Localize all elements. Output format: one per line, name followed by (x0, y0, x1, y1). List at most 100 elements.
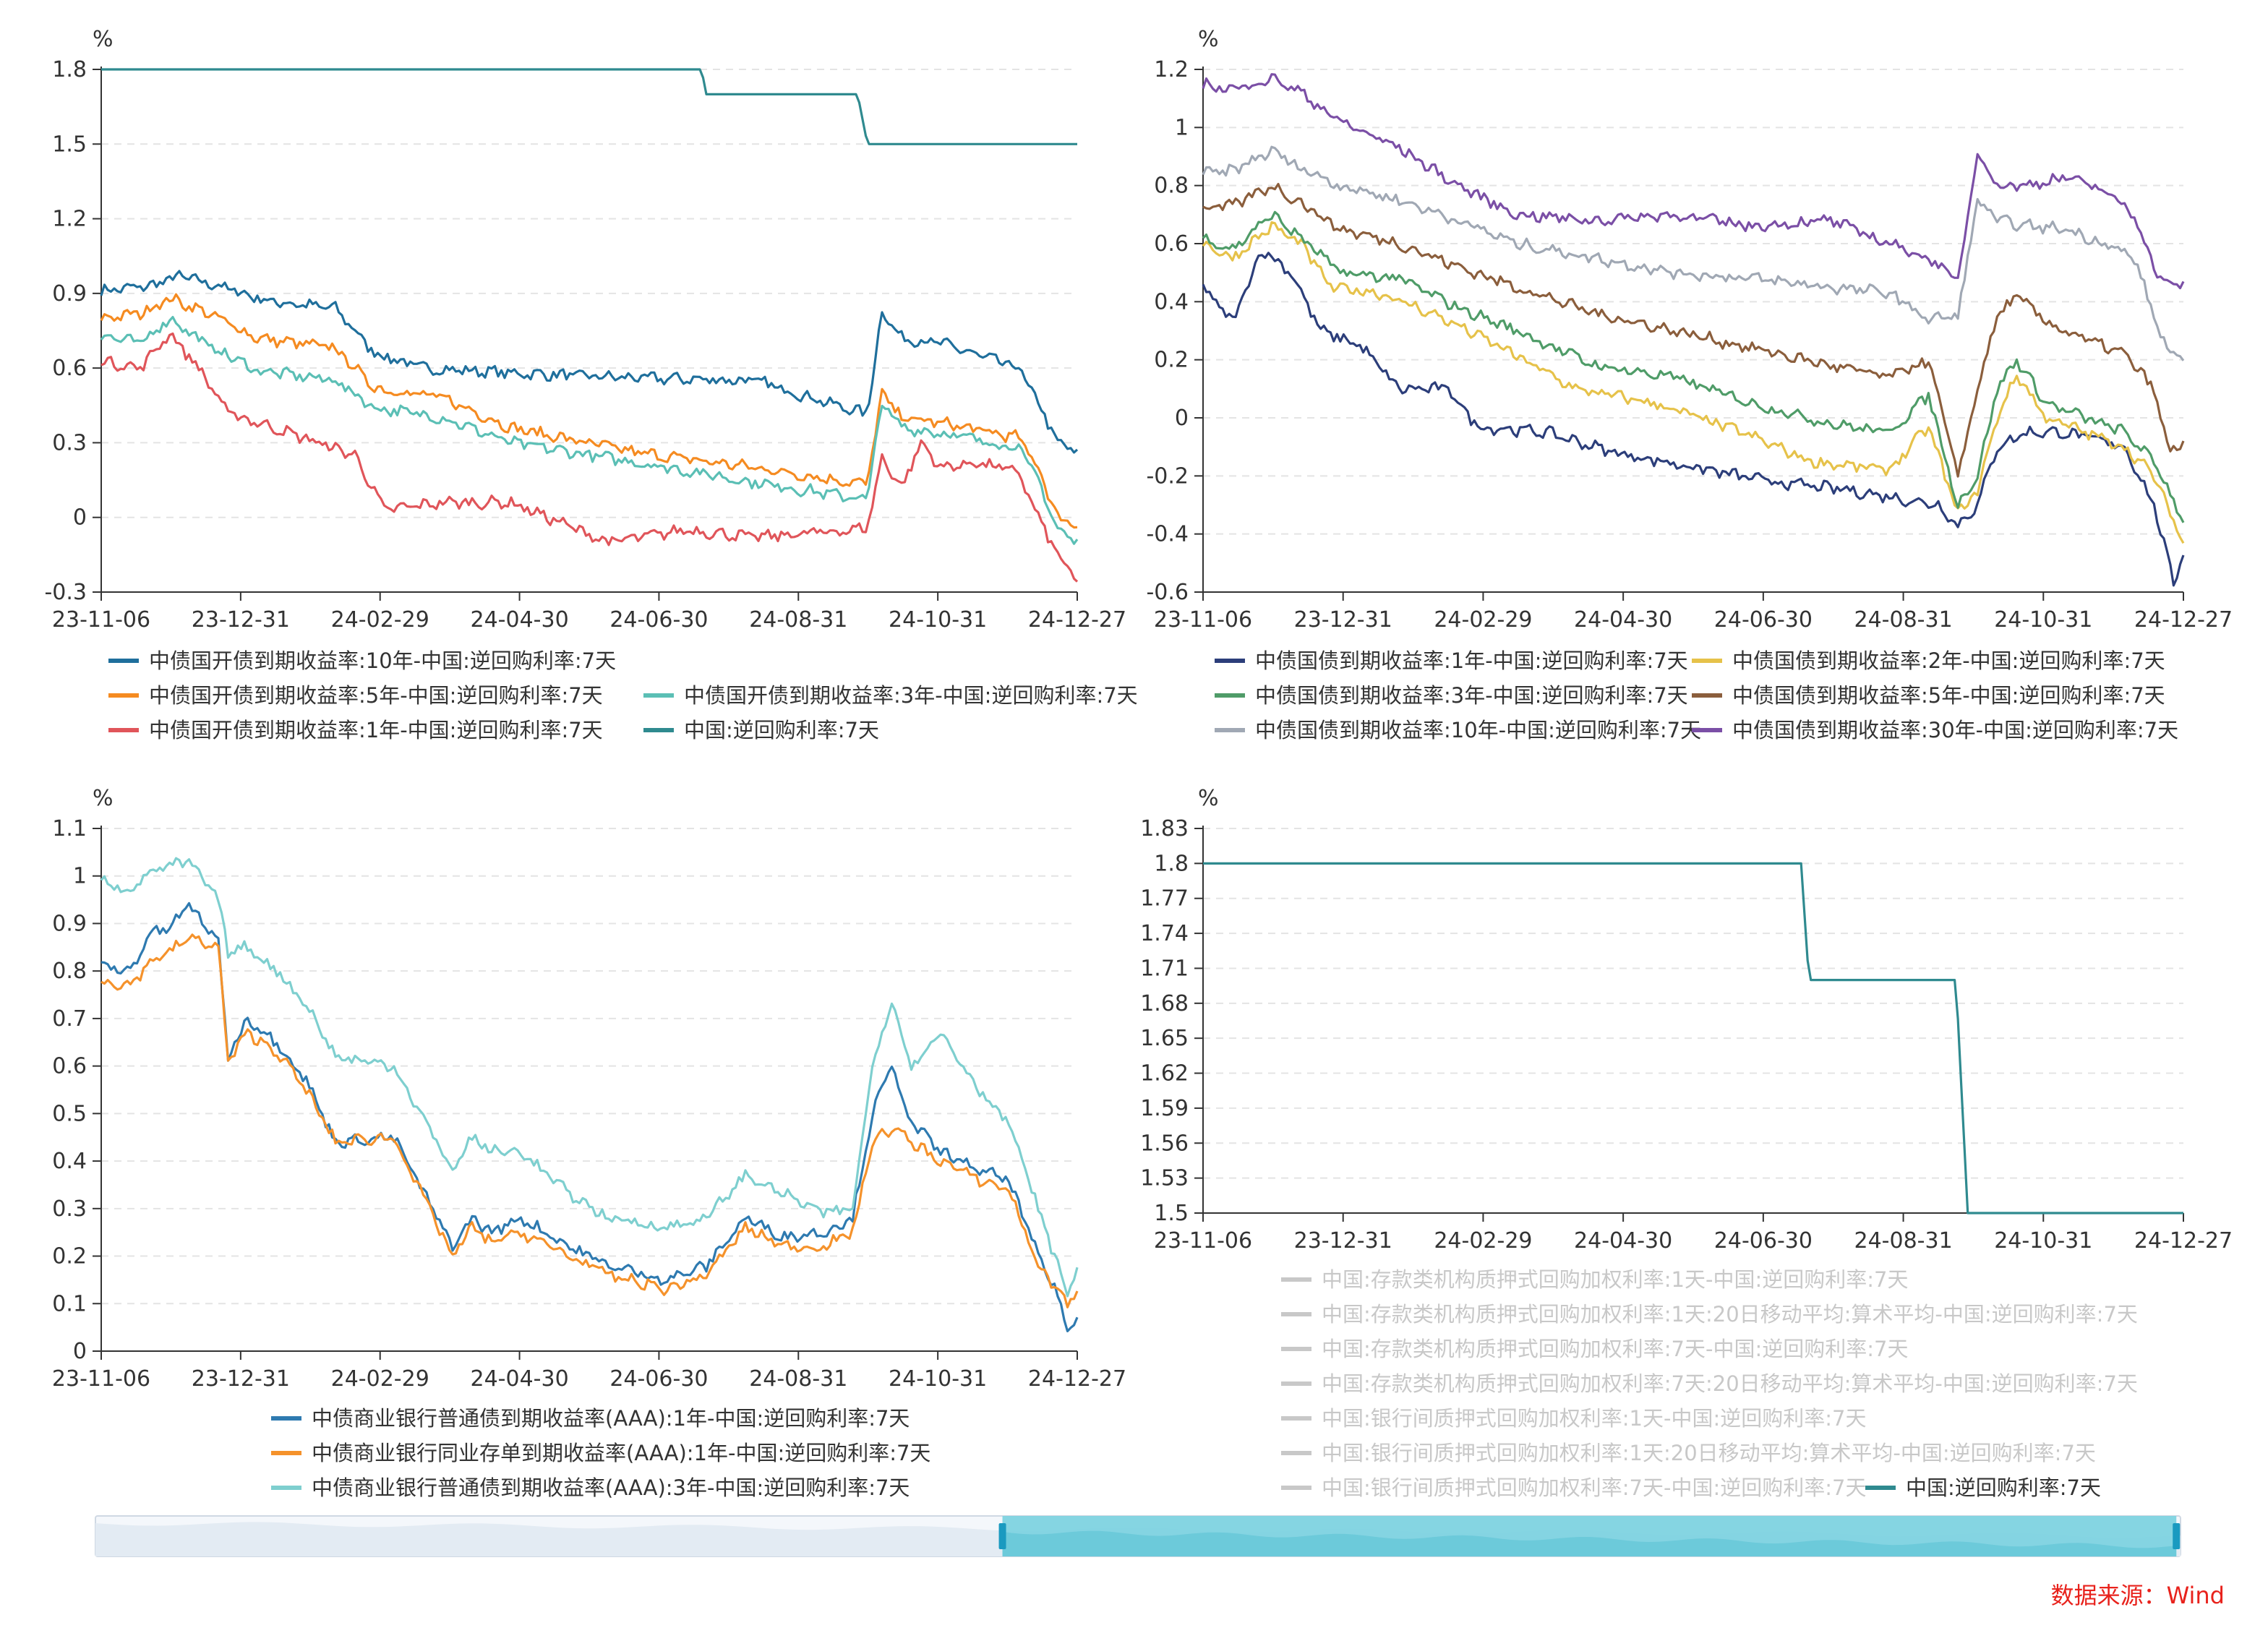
series-line-5 (1202, 145, 2185, 361)
y-tick-label: 0.8 (1154, 173, 1189, 199)
legend-item[interactable]: 中国:逆回购利率:7天 (643, 718, 879, 742)
x-tick-label: 24-02-29 (331, 607, 429, 633)
legend-item-inactive[interactable]: 中国:存款类机构质押式回购加权利率:7天-中国:逆回购利率:7天 (1281, 1337, 1908, 1361)
legend-label: 中国:银行间质押式回购加权利率:1天:20日移动平均:算术平均-中国:逆回购利率… (1322, 1441, 2096, 1465)
legend-label: 中债国开债到期收益率:1年-中国:逆回购利率:7天 (149, 718, 603, 742)
y-tick-label: 1.65 (1140, 1026, 1189, 1051)
legend-item[interactable]: 中债国债到期收益率:3年-中国:逆回购利率:7天 (1215, 683, 1688, 708)
y-tick-label: -0.4 (1146, 522, 1189, 547)
x-tick-label: 23-11-06 (1154, 1228, 1252, 1254)
y-tick-label: 0.9 (52, 281, 87, 307)
legend-label: 中债国债到期收益率:30年-中国:逆回购利率:7天 (1732, 718, 2178, 742)
slider-handle-right[interactable] (2173, 1523, 2181, 1549)
legend-item-inactive[interactable]: 中国:存款类机构质押式回购加权利率:1天:20日移动平均:算术平均-中国:逆回购… (1281, 1302, 2138, 1327)
x-tick-label: 24-02-29 (1434, 607, 1532, 633)
x-tick-label: 24-12-27 (1028, 607, 1126, 633)
x-tick-label: 24-12-27 (2134, 607, 2233, 633)
y-tick-label: 0.4 (52, 1149, 87, 1174)
legend-item[interactable]: 中债国债到期收益率:5年-中国:逆回购利率:7天 (1692, 683, 2165, 708)
x-tick-label: 24-02-29 (1434, 1228, 1532, 1254)
y-tick-label: -0.3 (44, 580, 87, 605)
legend-item[interactable]: 中债国开债到期收益率:1年-中国:逆回购利率:7天 (108, 718, 603, 742)
x-tick-label: 23-11-06 (1154, 607, 1252, 633)
x-tick-label: 24-08-31 (1854, 1228, 1952, 1254)
chart-panel-1: %1.8 1.5 1.2 0.9 0.6 0.3 0 -0.323-11-06 23-12-31… (44, 27, 1137, 742)
legend-item-inactive[interactable]: 中国:银行间质押式回购加权利率:7天-中国:逆回购利率:7天 (1281, 1475, 1866, 1500)
y-tick-label: 1.8 (1154, 851, 1189, 876)
series-line-6 (1202, 73, 2185, 290)
legend-label: 中国:存款类机构质押式回购加权利率:1天-中国:逆回购利率:7天 (1322, 1267, 1908, 1292)
x-tick-label: 24-06-30 (609, 607, 708, 633)
y-tick-label: -0.2 (1146, 463, 1189, 489)
legend-item-inactive[interactable]: 中国:存款类机构质押式回购加权利率:7天:20日移动平均:算术平均-中国:逆回购… (1281, 1371, 2138, 1396)
y-tick-label: 0.5 (52, 1101, 87, 1126)
legend-label: 中债国债到期收益率:3年-中国:逆回购利率:7天 (1255, 683, 1688, 708)
x-tick-label: 24-02-29 (331, 1366, 429, 1392)
series-line-5 (101, 68, 1077, 145)
series-line-3 (100, 316, 1079, 545)
legend-label: 中债商业银行同业存单到期收益率(AAA):1年-中国:逆回购利率:7天 (312, 1441, 930, 1465)
legend-item[interactable]: 中债国债到期收益率:1年-中国:逆回购利率:7天 (1215, 648, 1688, 673)
x-tick-label: 24-06-30 (1714, 607, 1813, 633)
chart-panel-4: % 1.83 1.8 1.77 1.74 1.71 1.68 1.65 1.62 1.59 1.56… (1140, 786, 2233, 1500)
legend-item[interactable]: 中国:逆回购利率:7天 (1865, 1475, 2101, 1500)
x-tick-label: 24-08-31 (1854, 607, 1952, 633)
y-tick-label: 0.7 (52, 1006, 87, 1032)
series-line-2 (100, 933, 1079, 1308)
legend-label: 中债国债到期收益率:5年-中国:逆回购利率:7天 (1732, 683, 2165, 708)
legend-item[interactable]: 中债国开债到期收益率:10年-中国:逆回购利率:7天 (108, 648, 616, 673)
series-line-1 (1203, 862, 2183, 1214)
series-line-3 (100, 857, 1079, 1298)
x-tick-label: 24-10-31 (1994, 607, 2092, 633)
y-tick-label: 1.5 (1154, 1201, 1189, 1226)
legend-item-inactive[interactable]: 中国:银行间质押式回购加权利率:1天:20日移动平均:算术平均-中国:逆回购利率… (1281, 1441, 2096, 1465)
legend-item[interactable]: 中债商业银行普通债到期收益率(AAA):3年-中国:逆回购利率:7天 (271, 1475, 910, 1500)
legend-label: 中国:逆回购利率:7天 (684, 718, 879, 742)
x-tick-label: 24-08-31 (749, 607, 847, 633)
y-tick-label: -0.6 (1146, 580, 1189, 605)
x-tick-label: 24-10-31 (889, 607, 987, 633)
range-slider[interactable] (95, 1515, 2181, 1557)
x-tick-label: 24-12-27 (2134, 1228, 2233, 1254)
x-tick-label: 23-12-31 (192, 607, 290, 633)
legend-item[interactable]: 中债商业银行同业存单到期收益率(AAA):1年-中国:逆回购利率:7天 (271, 1441, 930, 1465)
series-line-4 (100, 332, 1079, 583)
legend-item[interactable]: 中债商业银行普通债到期收益率(AAA):1年-中国:逆回购利率:7天 (271, 1406, 910, 1431)
legend-item[interactable]: 中债国债到期收益率:2年-中国:逆回购利率:7天 (1692, 648, 2165, 673)
legend-item-inactive[interactable]: 中国:存款类机构质押式回购加权利率:1天-中国:逆回购利率:7天 (1281, 1267, 1908, 1292)
y-tick-label: 0 (73, 505, 87, 531)
legend-item[interactable]: 中债国开债到期收益率:5年-中国:逆回购利率:7天 (108, 683, 603, 708)
y-tick-label: 1.1 (52, 816, 87, 841)
slider-selected-trend (1002, 1530, 2177, 1556)
legend-item[interactable]: 中债国开债到期收益率:3年-中国:逆回购利率:7天 (643, 683, 1138, 708)
y-unit-label: % (93, 786, 114, 811)
y-unit-label: % (93, 27, 114, 52)
legend-label: 中债国债到期收益率:2年-中国:逆回购利率:7天 (1732, 648, 2165, 673)
y-tick-label: 0 (73, 1339, 87, 1364)
chart-panel-3: %1.1 1 0.9 0.8 0.7 0.6 0.5 0.4 0.3 0.2 0.1 023-11-0… (52, 786, 1126, 1500)
x-tick-label: 24-12-27 (1028, 1366, 1126, 1392)
legend-label: 中国:银行间质押式回购加权利率:7天-中国:逆回购利率:7天 (1322, 1475, 1866, 1500)
x-tick-label: 24-04-30 (470, 1366, 568, 1392)
y-tick-label: 0.9 (52, 911, 87, 936)
series-line-4 (1202, 183, 2185, 478)
x-tick-label: 24-06-30 (1714, 1228, 1813, 1254)
x-tick-label: 24-04-30 (470, 607, 568, 633)
legend-item[interactable]: 中债国债到期收益率:30年-中国:逆回购利率:7天 (1692, 718, 2178, 742)
x-tick-label: 23-12-31 (1294, 607, 1392, 633)
series-line-3 (1202, 210, 2185, 523)
legend-item-inactive[interactable]: 中国:银行间质押式回购加权利率:1天-中国:逆回购利率:7天 (1281, 1406, 1866, 1431)
slider-handle-left[interactable] (998, 1523, 1006, 1549)
y-tick-label: 1.71 (1140, 956, 1189, 981)
y-tick-label: 0.6 (1154, 231, 1189, 257)
y-tick-label: 1.74 (1140, 921, 1189, 946)
y-tick-label: 1.53 (1140, 1166, 1189, 1191)
x-tick-label: 23-12-31 (192, 1366, 290, 1392)
y-tick-label: 1.56 (1140, 1131, 1189, 1156)
legend-item[interactable]: 中债国债到期收益率:10年-中国:逆回购利率:7天 (1215, 718, 1701, 742)
y-tick-label: 0.8 (52, 959, 87, 984)
legend-label: 中债商业银行普通债到期收益率(AAA):3年-中国:逆回购利率:7天 (312, 1475, 910, 1500)
x-tick-label: 24-08-31 (749, 1366, 847, 1392)
y-tick-label: 0.6 (52, 1054, 87, 1079)
x-tick-label: 24-10-31 (1994, 1228, 2092, 1254)
